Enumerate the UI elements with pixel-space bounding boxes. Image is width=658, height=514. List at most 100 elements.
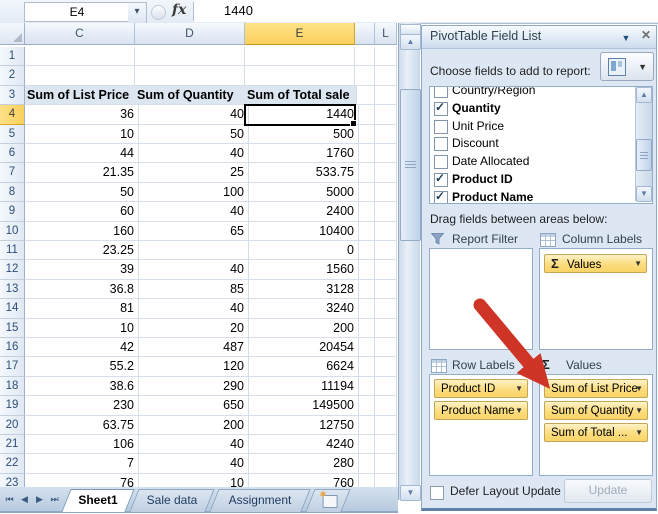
field-item-quantity[interactable]: Quantity [430, 100, 630, 118]
cell-r17c1[interactable]: 120 [135, 357, 249, 377]
cell-r4c4[interactable] [375, 105, 397, 125]
scroll-down-icon[interactable]: ▼ [400, 485, 421, 501]
cell-r7c4[interactable] [375, 163, 397, 183]
row-header-10[interactable]: 10 [0, 221, 25, 241]
cell-r5c2[interactable]: 500 [245, 124, 359, 144]
row-header-14[interactable]: 14 [0, 299, 25, 319]
field-item-discount[interactable]: Discount [430, 135, 630, 153]
field-list-scrollbar[interactable]: ▲ ▼ [635, 87, 652, 202]
row-header-15[interactable]: 15 [0, 318, 25, 338]
values-field-button[interactable]: Σ Values ▼ [544, 254, 647, 273]
cell-r19c3[interactable] [355, 396, 375, 416]
cell-r6c0[interactable]: 44 [25, 144, 139, 164]
cell-r20c3[interactable] [355, 415, 375, 435]
select-all-button[interactable] [0, 23, 25, 45]
field-item-country-region[interactable]: Country/Region [430, 87, 630, 100]
cell-r8c2[interactable]: 5000 [245, 182, 359, 203]
cell-r12c0[interactable]: 39 [25, 260, 139, 280]
row-header-11[interactable]: 11 [0, 241, 25, 261]
cell-r18c4[interactable] [375, 376, 397, 397]
row-header-16[interactable]: 16 [0, 338, 25, 358]
row-field-product-id[interactable]: Product ID ▼ [434, 379, 528, 398]
cell-r23c3[interactable] [355, 473, 375, 487]
update-button[interactable]: Update [564, 479, 652, 503]
cell-r16c0[interactable]: 42 [25, 338, 139, 358]
cell-r11c1[interactable] [135, 241, 249, 261]
cell-r12c3[interactable] [355, 260, 375, 280]
cell-r21c4[interactable] [375, 435, 397, 455]
column-header-c[interactable]: C [25, 23, 135, 45]
cell-r9c0[interactable]: 60 [25, 202, 139, 222]
defer-layout-checkbox[interactable] [430, 486, 444, 500]
cell-r17c2[interactable]: 6624 [245, 357, 359, 377]
cell-r14c1[interactable]: 40 [135, 299, 249, 319]
row-header-2[interactable]: 2 [0, 66, 25, 86]
field-checkbox[interactable] [434, 189, 448, 203]
cell-r19c2[interactable]: 149500 [245, 396, 359, 416]
field-checkbox[interactable] [434, 119, 448, 134]
cell-r12c1[interactable]: 40 [135, 260, 249, 280]
field-checkbox[interactable] [434, 137, 448, 152]
scroll-up-icon[interactable]: ▲ [400, 34, 421, 50]
row-header-6[interactable]: 6 [0, 144, 25, 164]
tab-sale-data[interactable]: Sale data [129, 489, 215, 512]
cell-r18c0[interactable]: 38.6 [25, 376, 139, 397]
row-header-5[interactable]: 5 [0, 124, 25, 144]
cell-r14c2[interactable]: 3240 [245, 299, 359, 319]
cell-r10c0[interactable]: 160 [25, 221, 139, 241]
row-header-12[interactable]: 12 [0, 260, 25, 280]
cell-r21c0[interactable]: 106 [25, 435, 139, 455]
cell-r15c0[interactable]: 10 [25, 318, 139, 338]
cell-r2c4[interactable] [375, 66, 397, 86]
cell-r4c0[interactable]: 36 [25, 105, 139, 125]
cell-r10c3[interactable] [355, 221, 375, 241]
cell-r11c0[interactable]: 23.25 [25, 241, 139, 261]
cell-r10c1[interactable]: 65 [135, 221, 249, 241]
cell-r3c2[interactable]: Sum of Total sale [245, 85, 357, 106]
cell-r3c1[interactable]: Sum of Quantity [135, 85, 247, 106]
column-header-l[interactable]: L [375, 23, 397, 45]
cell-r12c2[interactable]: 1560 [245, 260, 359, 280]
cell-r13c3[interactable] [355, 279, 375, 300]
cell-r15c4[interactable] [375, 318, 397, 338]
cell-r6c1[interactable]: 40 [135, 144, 249, 164]
field-checkbox[interactable] [434, 87, 448, 98]
cell-r7c2[interactable]: 533.75 [245, 163, 359, 183]
cell-r15c2[interactable]: 200 [245, 318, 359, 338]
first-sheet-icon[interactable]: ⏮ [5, 494, 14, 504]
column-header-sliver[interactable] [355, 23, 375, 45]
field-checkbox[interactable] [434, 171, 448, 187]
prev-sheet-icon[interactable]: ◀ [21, 494, 28, 504]
cell-r8c0[interactable]: 50 [25, 182, 139, 203]
vertical-scroll-thumb[interactable] [400, 89, 421, 241]
field-item-product-name[interactable]: Product Name [430, 189, 630, 203]
row-header-17[interactable]: 17 [0, 357, 25, 377]
cell-r16c1[interactable]: 487 [135, 338, 249, 358]
vertical-scrollbar[interactable]: ▲ ▼ [398, 23, 421, 501]
selected-cell-outline[interactable] [244, 104, 357, 127]
cell-r23c4[interactable] [375, 473, 397, 487]
cell-r4c1[interactable]: 40 [135, 105, 249, 125]
cell-r19c4[interactable] [375, 396, 397, 416]
row-header-4[interactable]: 4 [0, 105, 25, 125]
cell-r5c0[interactable]: 10 [25, 124, 139, 144]
cell-r4c3[interactable] [355, 105, 375, 125]
cell-r20c0[interactable]: 63.75 [25, 415, 139, 435]
cell-r8c4[interactable] [375, 182, 397, 203]
cell-r21c1[interactable]: 40 [135, 435, 249, 455]
cell-r22c4[interactable] [375, 454, 397, 474]
column-header-e[interactable]: E [245, 23, 355, 45]
cell-r16c3[interactable] [355, 338, 375, 358]
cell-r9c3[interactable] [355, 202, 375, 222]
cell-r20c2[interactable]: 12750 [245, 415, 359, 435]
cell-r12c4[interactable] [375, 260, 397, 280]
cell-r6c2[interactable]: 1760 [245, 144, 359, 164]
cell-r19c0[interactable]: 230 [25, 396, 139, 416]
cell-r2c0[interactable] [25, 66, 135, 86]
cell-r6c4[interactable] [375, 144, 397, 164]
cell-r20c1[interactable]: 200 [135, 415, 249, 435]
row-header-20[interactable]: 20 [0, 415, 25, 435]
field-item-date-allocated[interactable]: Date Allocated [430, 153, 630, 171]
cell-r3c3[interactable] [355, 85, 375, 106]
row-field-product-name[interactable]: Product Name ▼ [434, 401, 528, 420]
